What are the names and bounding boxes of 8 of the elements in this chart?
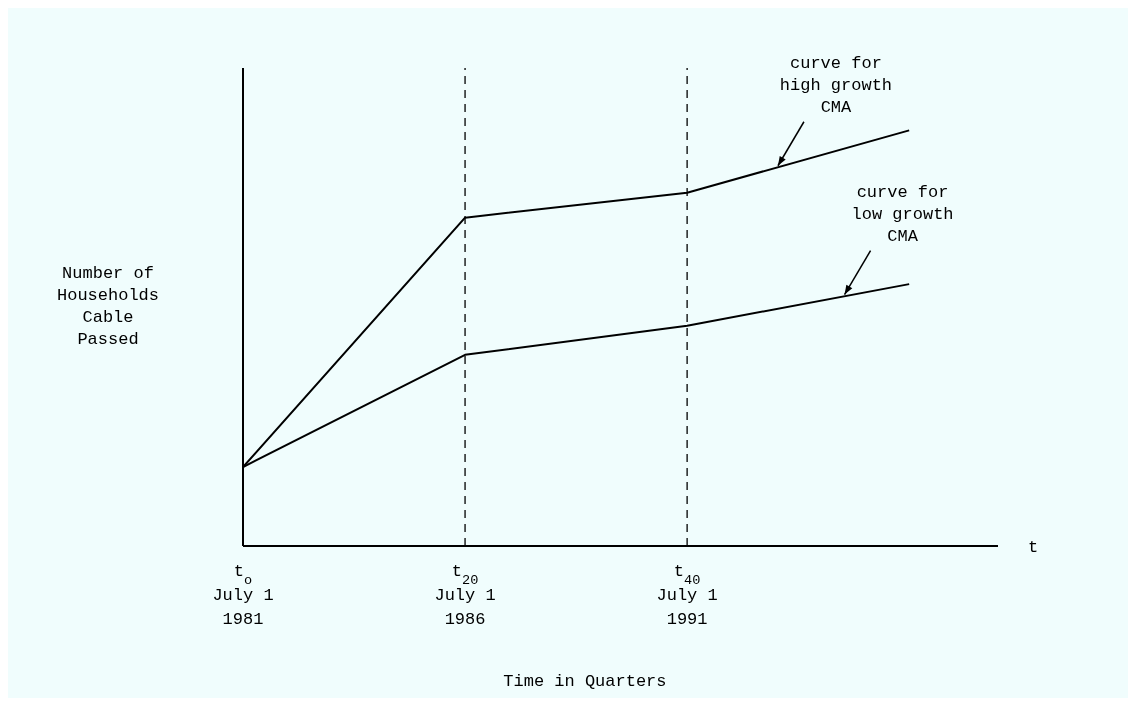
text: curve for high growth CMA xyxy=(779,53,893,117)
x-tick-label: t$_{40}$ July 1 1991 xyxy=(656,562,718,629)
x-tick-label: t$_{20}$ July 1 1986 xyxy=(434,562,496,629)
x-tick-label: t$_{o}$ July 1 1981 xyxy=(212,562,274,629)
annotation: curve for low growth CMA xyxy=(851,182,954,246)
y-axis-title: Number of Households Cable Passed xyxy=(56,264,160,349)
text: t xyxy=(1028,538,1039,557)
x-axis-title: Time in Quarters xyxy=(503,672,667,691)
